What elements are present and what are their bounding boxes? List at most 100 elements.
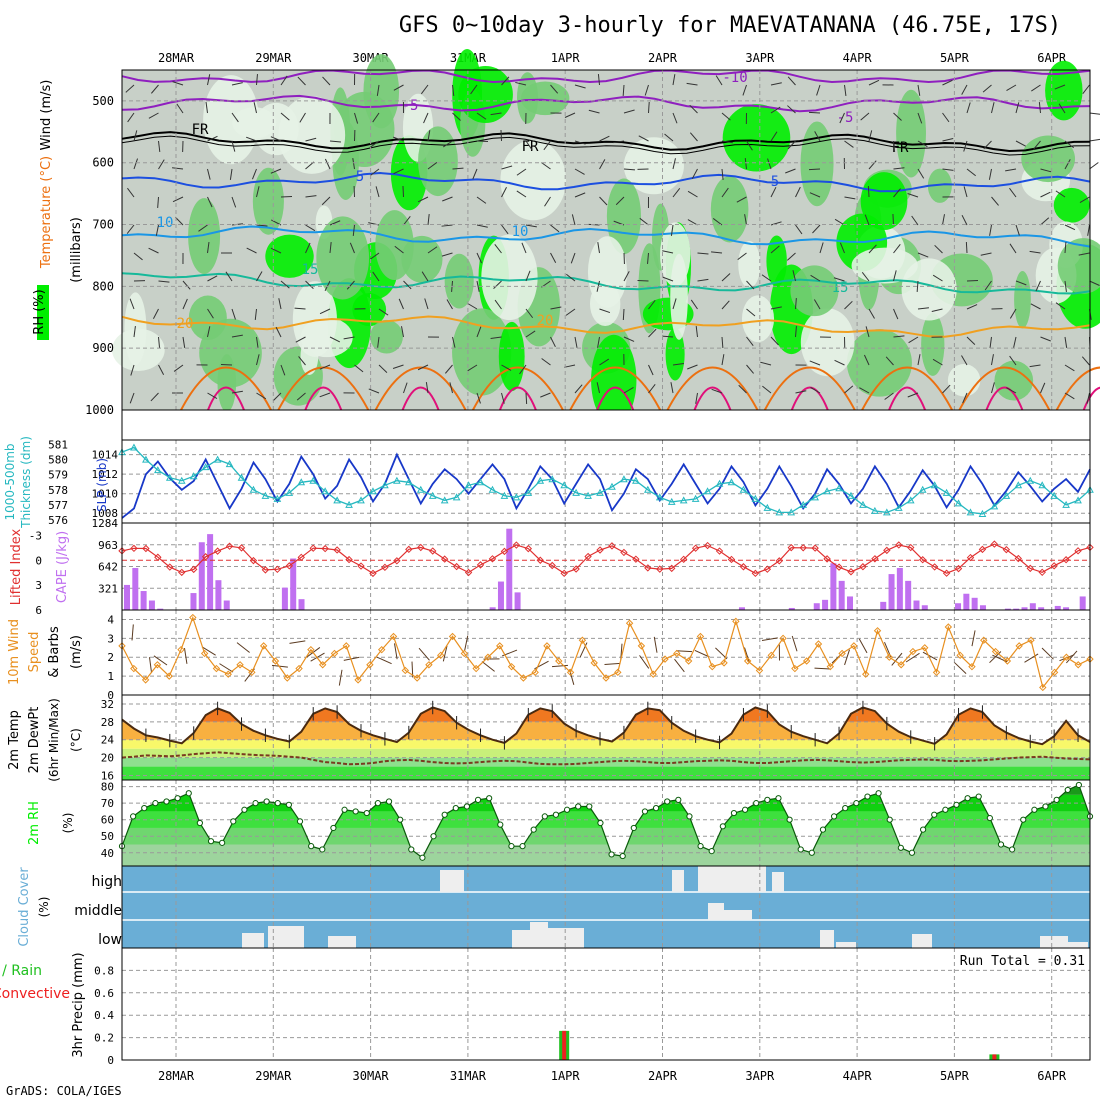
surface-wind-barb [394, 643, 398, 660]
wind-speed-marker [932, 668, 941, 677]
wind-barb [809, 192, 821, 198]
li-marker [429, 547, 437, 555]
rh-marker [975, 793, 982, 800]
rh-marker [808, 849, 815, 856]
rh-marker [486, 795, 493, 802]
rh-shading [660, 222, 691, 287]
wind-barb [449, 382, 453, 394]
wind-barb [770, 82, 782, 86]
pressure-tick: 500 [92, 94, 114, 108]
rh-shading [203, 75, 259, 165]
wind-barb [127, 187, 135, 198]
cape-bar [489, 607, 496, 610]
li-marker [130, 544, 138, 553]
wind-barb [770, 245, 780, 254]
slp-thickness-panel: 1008 1010 1012 1014 576 577 578 579 580 581 SLP (m… [3, 436, 1094, 529]
li-marker [608, 542, 616, 550]
wind-barb [423, 112, 429, 124]
thickness-marker [142, 455, 150, 463]
wind-barb [1064, 159, 1071, 170]
wind-speed-marker [401, 666, 410, 675]
li-marker [859, 563, 867, 571]
rh-marker [374, 800, 382, 807]
wind-speed-marker [802, 657, 811, 665]
rh-marker [597, 819, 604, 827]
wind-barb [934, 244, 943, 254]
bottom-date-label: 3APR [745, 1069, 775, 1083]
wind-speed-marker [543, 642, 551, 650]
rh-marker [430, 833, 437, 840]
surface-wind-barb [184, 647, 188, 664]
hot-contour [888, 386, 927, 411]
wind-barb [126, 224, 135, 234]
li-marker [297, 553, 305, 562]
wind-barb [795, 325, 797, 338]
rh-marker [408, 846, 415, 853]
wind-barb [808, 111, 821, 114]
contour-label: 15 [832, 280, 849, 296]
wind-barb [1006, 84, 1017, 91]
wind-barb [697, 278, 709, 282]
wind-barb [1086, 392, 1090, 404]
wind-barb [1040, 336, 1051, 342]
cloud-fill [548, 928, 584, 948]
rh-marker [530, 826, 537, 833]
thickness-marker [404, 478, 413, 486]
wind-barb [721, 354, 725, 366]
rh-marker [920, 826, 927, 833]
wind-barb [231, 308, 236, 320]
wind-speed-marker [224, 670, 232, 678]
surface-wind-barb [442, 645, 448, 662]
wind-barb [378, 308, 389, 316]
cape-bar [971, 597, 978, 610]
wind-units-label: (m/s) [69, 635, 84, 669]
rh-band [122, 785, 1090, 795]
wind-barb [746, 140, 753, 151]
wind-barb [770, 221, 782, 226]
rh-shading [363, 54, 400, 129]
wind-barb [500, 129, 502, 142]
cloud-fill [708, 903, 724, 920]
wind-barb [746, 364, 754, 374]
wind-speed-marker [330, 649, 339, 658]
surface-wind-barb [149, 657, 153, 674]
surface-wind-barb [989, 651, 1002, 664]
wind-barb [1009, 308, 1017, 319]
wind-speed-marker [578, 636, 587, 644]
li-marker [1074, 547, 1082, 555]
li-marker [536, 556, 544, 564]
surface-wind-barb [791, 635, 798, 652]
rh-marker [497, 821, 504, 828]
wind-barb [982, 84, 992, 93]
thickness-marker [130, 443, 138, 451]
thickness-marker [345, 500, 353, 508]
li-marker [644, 564, 652, 572]
wind-barb [424, 298, 429, 310]
cape-bar [888, 574, 895, 610]
wind-barb [392, 364, 404, 369]
wind-barb [220, 363, 233, 366]
rh-marker [964, 795, 971, 802]
li-marker [285, 562, 294, 570]
wind-barb [647, 252, 649, 265]
li-marker [213, 547, 222, 555]
wind-barb [810, 386, 821, 394]
wind-barb [599, 196, 608, 206]
wind-barb [711, 388, 723, 394]
wind-barb [1040, 191, 1051, 198]
wind-barb [963, 140, 968, 152]
wind-barb [155, 224, 159, 236]
wind-barb [125, 84, 135, 93]
surface-wind-barb [579, 642, 588, 658]
wind-barb [744, 158, 747, 170]
wind-barb [490, 112, 502, 116]
cape-bar [963, 593, 970, 610]
wind-barb [746, 280, 755, 290]
surface-wind-barb [219, 663, 234, 673]
wind-barb [1064, 364, 1075, 372]
cape-bar [838, 580, 845, 610]
wind-barb [231, 334, 243, 338]
wind-barb [158, 336, 161, 348]
millibars-axis-label: (millibars) [69, 217, 84, 283]
wind-barb [795, 224, 803, 235]
